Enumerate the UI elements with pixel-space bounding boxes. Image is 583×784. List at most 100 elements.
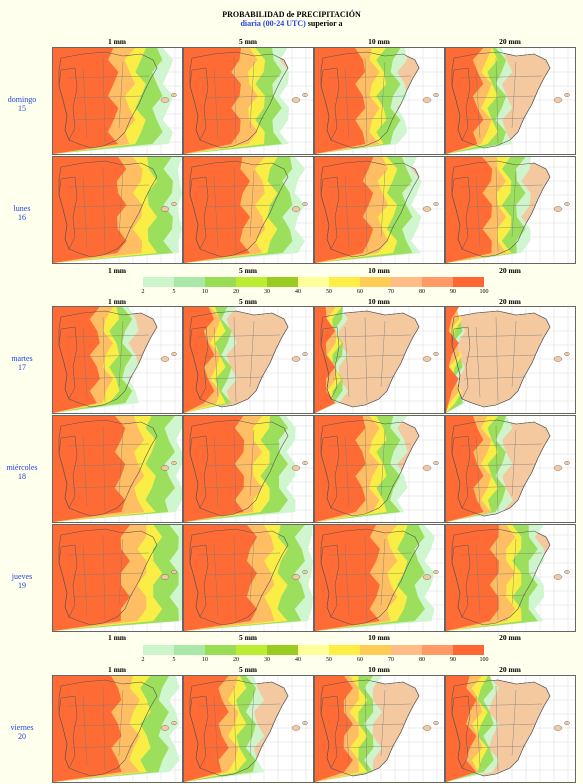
legend-tick-label: 2: [141, 289, 145, 295]
day-number: 19: [18, 581, 26, 590]
column-header: 5 mm: [238, 266, 258, 275]
legend-swatch: [236, 645, 267, 655]
precip-map: [183, 524, 314, 632]
column-header: 1 mm: [107, 37, 127, 46]
precip-map: [314, 47, 445, 155]
color-legend: 2 5 10 20 30 40 50 60 70 80 90 100: [142, 645, 489, 663]
spain-map-domingo-1mm: [53, 48, 182, 154]
legend-swatch: [143, 277, 174, 287]
day-name: domingo: [7, 95, 37, 104]
legend-tick-label: 50: [326, 657, 332, 663]
legend-swatch: [205, 645, 236, 655]
legend-swatch: [329, 277, 360, 287]
precip-map: [314, 524, 445, 632]
day-label: viernes 20: [0, 723, 44, 741]
column-header: 20 mm: [499, 266, 521, 275]
column-header: 5 mm: [238, 297, 258, 306]
legend-tick-label: 5: [172, 289, 176, 295]
precip-map: [445, 675, 576, 783]
precip-map: [314, 415, 445, 523]
legend-tick-label: 40: [295, 657, 301, 663]
spain-map-jueves-5mm: [184, 525, 313, 631]
precip-map: [314, 156, 445, 264]
legend-swatch: [391, 645, 422, 655]
column-header: 5 mm: [238, 633, 258, 642]
column-header: 20 mm: [499, 37, 521, 46]
column-header: 1 mm: [107, 633, 127, 642]
legend-tick-label: 40: [295, 289, 301, 295]
day-name: jueves: [11, 572, 33, 581]
spain-map-lunes-5mm: [184, 157, 313, 263]
spain-map-martes-20mm: [446, 307, 575, 413]
legend-tick-label: 100: [479, 289, 489, 295]
title-line1: PROBABILIDAD de PRECIPITACIÓN: [222, 10, 361, 19]
legend-swatch: [422, 277, 453, 287]
legend-tick-label: 70: [388, 289, 394, 295]
day-number: 16: [18, 213, 26, 222]
legend-swatch: [360, 645, 391, 655]
legend-tick-label: 2: [141, 657, 145, 663]
column-header: 10 mm: [368, 266, 390, 275]
legend-tick-label: 20: [233, 657, 239, 663]
legend-swatch: [360, 277, 391, 287]
legend-tick-label: 30: [264, 289, 270, 295]
legend-swatch: [453, 645, 484, 655]
legend-tick-label: 70: [388, 657, 394, 663]
legend-swatch: [422, 645, 453, 655]
spain-map-miércoles-1mm: [53, 416, 182, 522]
precip-map: [52, 415, 183, 523]
legend-tick-label: 10: [202, 657, 208, 663]
column-header: 20 mm: [499, 665, 521, 674]
precip-map: [52, 524, 183, 632]
legend-tick-label: 50: [326, 289, 332, 295]
spain-map-martes-1mm: [53, 307, 182, 413]
precip-map: [445, 47, 576, 155]
spain-map-viernes-20mm: [446, 676, 575, 782]
legend-tick-label: 80: [419, 289, 425, 295]
spain-map-lunes-1mm: [53, 157, 182, 263]
spain-map-lunes-20mm: [446, 157, 575, 263]
spain-map-viernes-1mm: [53, 676, 182, 782]
spain-map-miércoles-10mm: [315, 416, 444, 522]
precip-map: [183, 306, 314, 414]
day-number: 17: [18, 363, 26, 372]
title-line2: diaria (00-24 UTC) superior a: [0, 19, 583, 28]
legend-tick-label: 20: [233, 289, 239, 295]
spain-map-jueves-10mm: [315, 525, 444, 631]
legend-tick-label: 60: [357, 289, 363, 295]
legend-swatch: [298, 645, 329, 655]
column-header: 20 mm: [499, 633, 521, 642]
column-header: 5 mm: [238, 37, 258, 46]
spain-map-miércoles-20mm: [446, 416, 575, 522]
column-header: 20 mm: [499, 297, 521, 306]
legend-swatch: [329, 645, 360, 655]
day-label: domingo 15: [0, 95, 44, 113]
legend-swatch: [298, 277, 329, 287]
precip-map: [445, 524, 576, 632]
legend-swatch: [267, 277, 298, 287]
day-name: viernes: [10, 723, 34, 732]
day-label: jueves 19: [0, 572, 44, 590]
precip-map: [183, 156, 314, 264]
spain-map-lunes-10mm: [315, 157, 444, 263]
day-name: miércoles: [6, 463, 38, 472]
precip-map: [314, 306, 445, 414]
precip-map: [52, 47, 183, 155]
legend-tick-label: 5: [172, 657, 176, 663]
day-label: lunes 16: [0, 204, 44, 222]
legend-swatch: [391, 277, 422, 287]
spain-map-domingo-20mm: [446, 48, 575, 154]
color-legend: 2 5 10 20 30 40 50 60 70 80 90 100: [142, 277, 489, 295]
legend-tick-label: 80: [419, 657, 425, 663]
day-name: martes: [11, 354, 33, 363]
legend-tick-label: 10: [202, 289, 208, 295]
day-name: lunes: [13, 204, 31, 213]
precip-map: [445, 415, 576, 523]
day-number: 18: [18, 472, 26, 481]
legend-tick-label: 60: [357, 657, 363, 663]
title-period: diaria (00-24 UTC): [240, 19, 306, 28]
precip-map: [52, 675, 183, 783]
day-number: 20: [18, 732, 26, 741]
precip-map: [445, 306, 576, 414]
legend-tick-label: 90: [450, 289, 456, 295]
